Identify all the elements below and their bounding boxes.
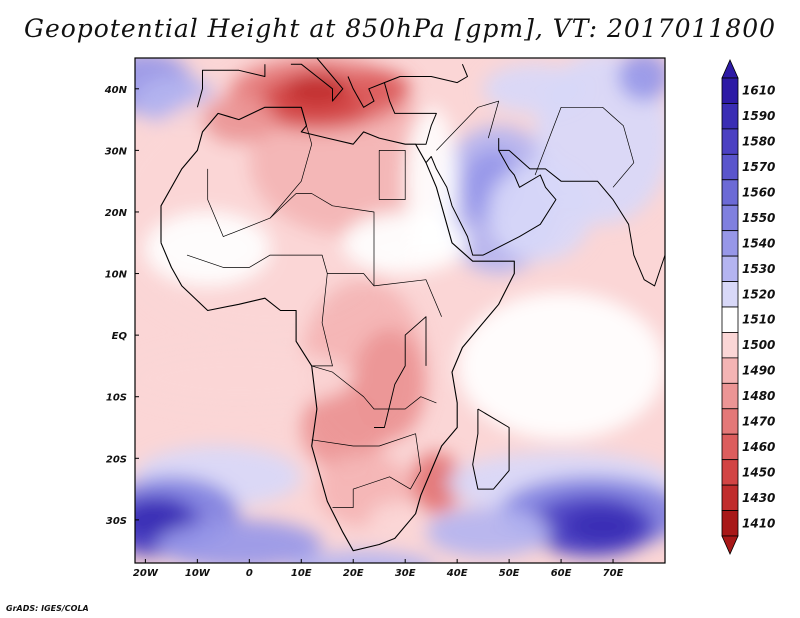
map-frame [134, 57, 666, 564]
height-region [410, 452, 463, 514]
colorbar-label: 1500 [742, 338, 775, 352]
levant-turkey-coast [383, 64, 468, 145]
height-region [483, 64, 588, 114]
arabia-coast [425, 138, 557, 256]
colorbar-label: 1470 [742, 415, 775, 429]
colorbar-swatch [721, 230, 739, 257]
colorbar-label: 1510 [742, 313, 775, 327]
colorbar-label: 1610 [742, 84, 775, 98]
colorbar-label: 1490 [742, 364, 775, 378]
egypt-libya-border [378, 150, 406, 200]
lon-tick-label: 10E [291, 568, 312, 579]
madagascar-coast [472, 408, 510, 490]
lat-tick-label: 40N [104, 85, 128, 96]
chart-title: Geopotential Height at 850hPa [gpm], VT:… [23, 14, 777, 43]
colorbar-swatch [721, 408, 739, 435]
height-region [301, 384, 385, 471]
lat-tick-label: 10S [106, 393, 127, 404]
grads-credit: GrADS: IGES/COLA [6, 604, 89, 613]
lon-tick-label: 50E [499, 568, 520, 579]
asia-border [534, 106, 635, 188]
colorbar-swatch [721, 281, 739, 308]
lon-tick-label: 0 [246, 568, 253, 579]
height-region [285, 73, 349, 105]
colorbar-label: 1410 [742, 516, 775, 530]
colorbar-swatch [721, 306, 739, 333]
height-region [135, 501, 187, 539]
colorbar-label: 1590 [742, 109, 775, 123]
colorbar-swatch [721, 510, 739, 537]
iberia-coast [196, 64, 266, 108]
colorbar-label: 1520 [742, 287, 775, 301]
height-region [135, 347, 354, 410]
coastlines-and-borders [160, 58, 665, 552]
colorbar-swatch [721, 484, 739, 511]
colorbar-swatch [721, 103, 739, 130]
colorbar: 1610 1590 1580 1570 1560 1550 1540 1530 1520 1510… [721, 59, 775, 555]
lon-tick-label: 20E [343, 568, 364, 579]
lat-tick-label: 30N [105, 146, 128, 157]
lon-tick-label: 60E [551, 568, 572, 579]
height-field [135, 58, 665, 563]
lon-tick-label: 40E [446, 568, 468, 579]
height-region [457, 292, 665, 440]
colorbar-label: 1560 [742, 186, 775, 200]
lat-tick-label: 30S [106, 516, 127, 527]
middle-east-border [436, 100, 500, 151]
rift-lakes [374, 316, 427, 428]
colorbar-swatch [721, 153, 739, 181]
height-region [295, 550, 433, 563]
central-africa-border [311, 273, 437, 410]
lat-tick-label: 20N [105, 208, 128, 219]
colorbar-label: 1480 [742, 389, 775, 403]
southern-africa-border [311, 433, 422, 508]
colorbar-swatch [721, 255, 739, 282]
colorbar-swatch [721, 128, 739, 155]
algeria-border [269, 107, 313, 219]
iran-india-coast [498, 149, 665, 287]
colorbar-swatch [721, 459, 739, 486]
colorbar-label: 1460 [742, 440, 775, 454]
colorbar-swatch [721, 433, 739, 461]
colorbar-swatch [721, 77, 739, 104]
colorbar-swatch [721, 382, 739, 410]
axis-ticks: 20W 10W 0 10E 20E 30E 40E 50E 60E 70E 40N 30N 20N 10N… [104, 85, 624, 579]
colorbar-top-arrow [721, 59, 739, 79]
colorbar-label: 1430 [742, 491, 775, 505]
colorbar-label: 1580 [742, 135, 775, 149]
height-region [342, 211, 468, 274]
colorbar-label: 1540 [742, 236, 775, 250]
colorbar-label: 1530 [742, 262, 775, 276]
colorbar-swatch [721, 204, 739, 232]
height-region [155, 519, 323, 563]
colorbar-swatch [721, 332, 739, 359]
lon-tick-label: 20W [133, 568, 159, 579]
colorbar-swatch [721, 357, 739, 384]
lat-tick-label: 20S [106, 454, 127, 465]
colorbar-bottom-arrow [721, 535, 739, 555]
height-region [566, 507, 640, 545]
west-africa-border [186, 254, 375, 287]
colorbar-swatch [721, 179, 739, 206]
height-region [368, 501, 421, 539]
italy-coast [290, 58, 344, 102]
lon-tick-label: 30E [395, 568, 416, 579]
colorbar-label: 1550 [742, 211, 775, 225]
lon-tick-label: 10W [185, 568, 211, 579]
height-region [348, 70, 411, 108]
greece-coast [347, 76, 385, 108]
colorbar-label: 1450 [742, 465, 775, 479]
lat-tick-label: 10N [105, 270, 128, 281]
height-region [425, 507, 551, 557]
colorbar-label: 1570 [742, 160, 775, 174]
height-region [618, 58, 665, 102]
sahel-border [207, 168, 442, 317]
lon-tick-label: 70E [603, 568, 624, 579]
lat-tick-label: EQ [112, 331, 128, 342]
